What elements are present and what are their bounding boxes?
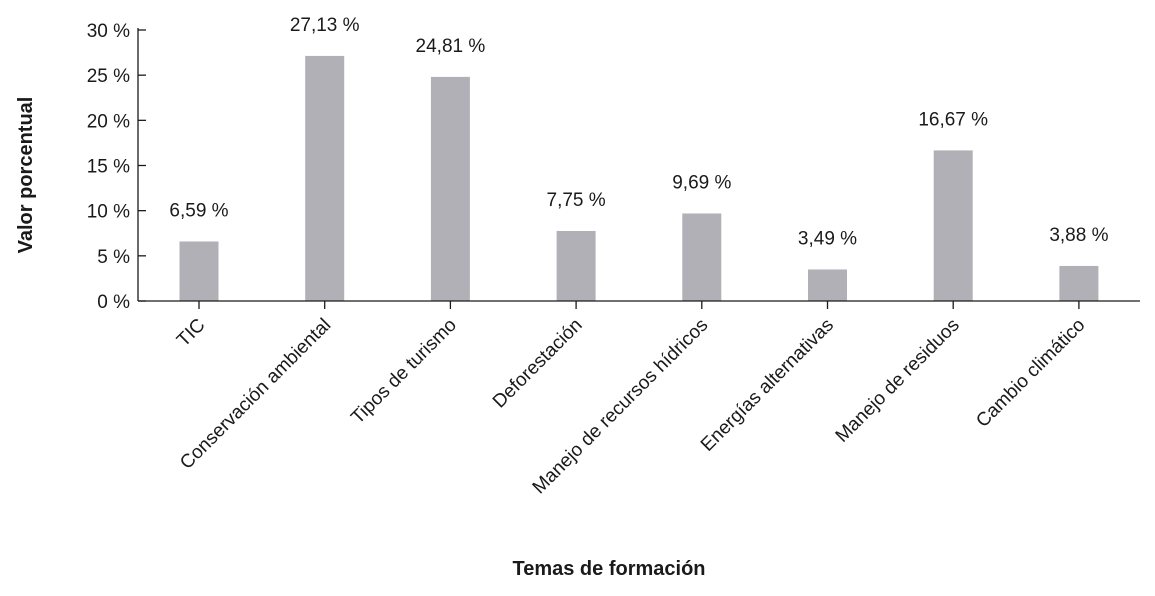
- data-label: 9,69 %: [672, 172, 731, 193]
- data-label: 16,67 %: [918, 109, 988, 130]
- y-axis-title: Valor porcentual: [15, 97, 37, 254]
- y-tick-label: 25 %: [87, 66, 130, 87]
- y-tick-label: 0 %: [97, 292, 130, 313]
- y-ticks-group: 0 % 5 % 10 % 15 % 20 % 25 % 30 %: [87, 21, 146, 313]
- x-tick-label: Deforestación: [489, 315, 587, 413]
- x-axis-title: Temas de formación: [512, 558, 705, 580]
- x-tick-label: TIC: [173, 315, 209, 351]
- bar: [808, 269, 847, 301]
- bar: [1059, 265, 1099, 301]
- data-label: 7,75 %: [547, 190, 606, 211]
- data-label: 3,49 %: [798, 228, 857, 249]
- x-tick-label: Manejo de residuos: [832, 315, 964, 447]
- bars-group: [179, 55, 1099, 302]
- data-labels-group: 6,59 % 27,13 % 24,81 % 7,75 % 9,69 % 3,49 % 16…: [169, 15, 1108, 250]
- x-tick-label: Energías alternativas: [697, 315, 838, 456]
- data-label: 24,81 %: [416, 36, 486, 57]
- data-label: 6,59 %: [169, 200, 228, 221]
- bar: [305, 55, 345, 302]
- y-tick-label: 10 %: [87, 202, 130, 223]
- y-tick-label: 30 %: [87, 21, 130, 42]
- y-tick-label: 15 %: [87, 157, 130, 178]
- axes-group: [137, 28, 1140, 302]
- bar: [682, 213, 722, 301]
- x-tick-label: Tipos de turismo: [347, 315, 461, 429]
- bar: [179, 241, 219, 301]
- bar: [933, 150, 973, 301]
- y-tick-label: 5 %: [97, 247, 130, 268]
- data-label: 27,13 %: [290, 15, 360, 36]
- y-tick-label: 20 %: [87, 111, 130, 132]
- bar: [430, 76, 470, 302]
- data-label: 3,88 %: [1049, 225, 1108, 246]
- bar: [556, 230, 596, 301]
- x-tick-label: Cambio climático: [972, 315, 1089, 432]
